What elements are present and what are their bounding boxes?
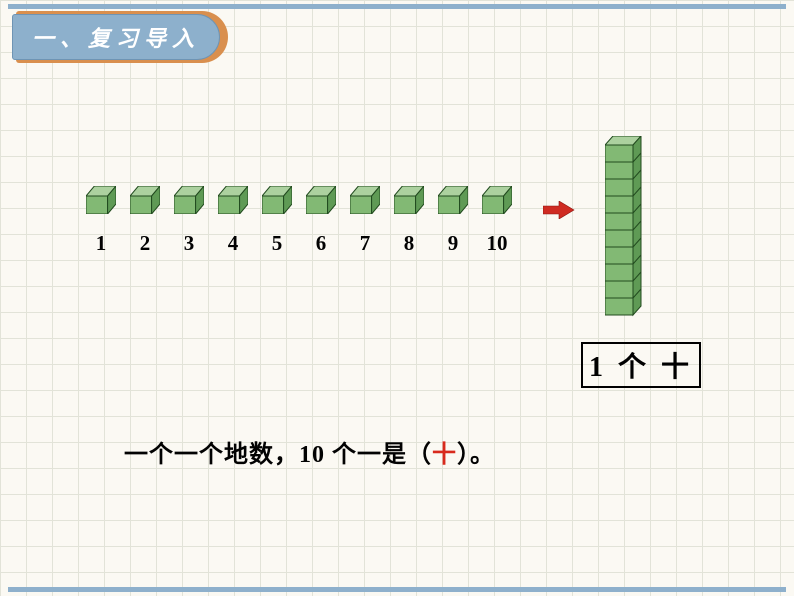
top-border-bar [8,4,786,9]
cube-number: 10 [482,231,512,256]
single-cube [262,186,292,226]
cube-number: 1 [86,231,116,256]
single-cube [394,186,424,226]
sentence-before: 一个一个地数，10 个一是（ [124,442,432,468]
bottom-border-bar [8,587,786,592]
cube-number: 4 [218,231,248,256]
cube-stack [605,136,643,322]
single-cube [482,186,512,226]
cube-number: 2 [130,231,160,256]
cube-number: 6 [306,231,336,256]
sentence-answer: 十 [432,442,457,468]
ten-label-box: 1 个 十 [581,342,701,388]
single-cube [130,186,160,226]
cube-number: 9 [438,231,468,256]
section-header-tab: 一、复习导入 [12,14,224,64]
cube-number: 8 [394,231,424,256]
numbers-row: 123456789 10 [86,231,512,256]
single-cube [218,186,248,226]
single-cube [306,186,336,226]
explanation-sentence: 一个一个地数，10 个一是（十）。 [124,434,495,469]
sentence-after: ）。 [457,442,495,468]
single-cube [86,186,116,226]
cubes-row [86,186,512,226]
page-background [0,0,794,596]
arrow-icon [543,201,575,224]
single-cube [174,186,204,226]
cube-number: 5 [262,231,292,256]
single-cube [350,186,380,226]
cube-number: 3 [174,231,204,256]
cube-number: 7 [350,231,380,256]
single-cube [438,186,468,226]
ten-label-text: 1 个 十 [589,345,693,385]
section-title: 一、复习导入 [12,14,220,60]
